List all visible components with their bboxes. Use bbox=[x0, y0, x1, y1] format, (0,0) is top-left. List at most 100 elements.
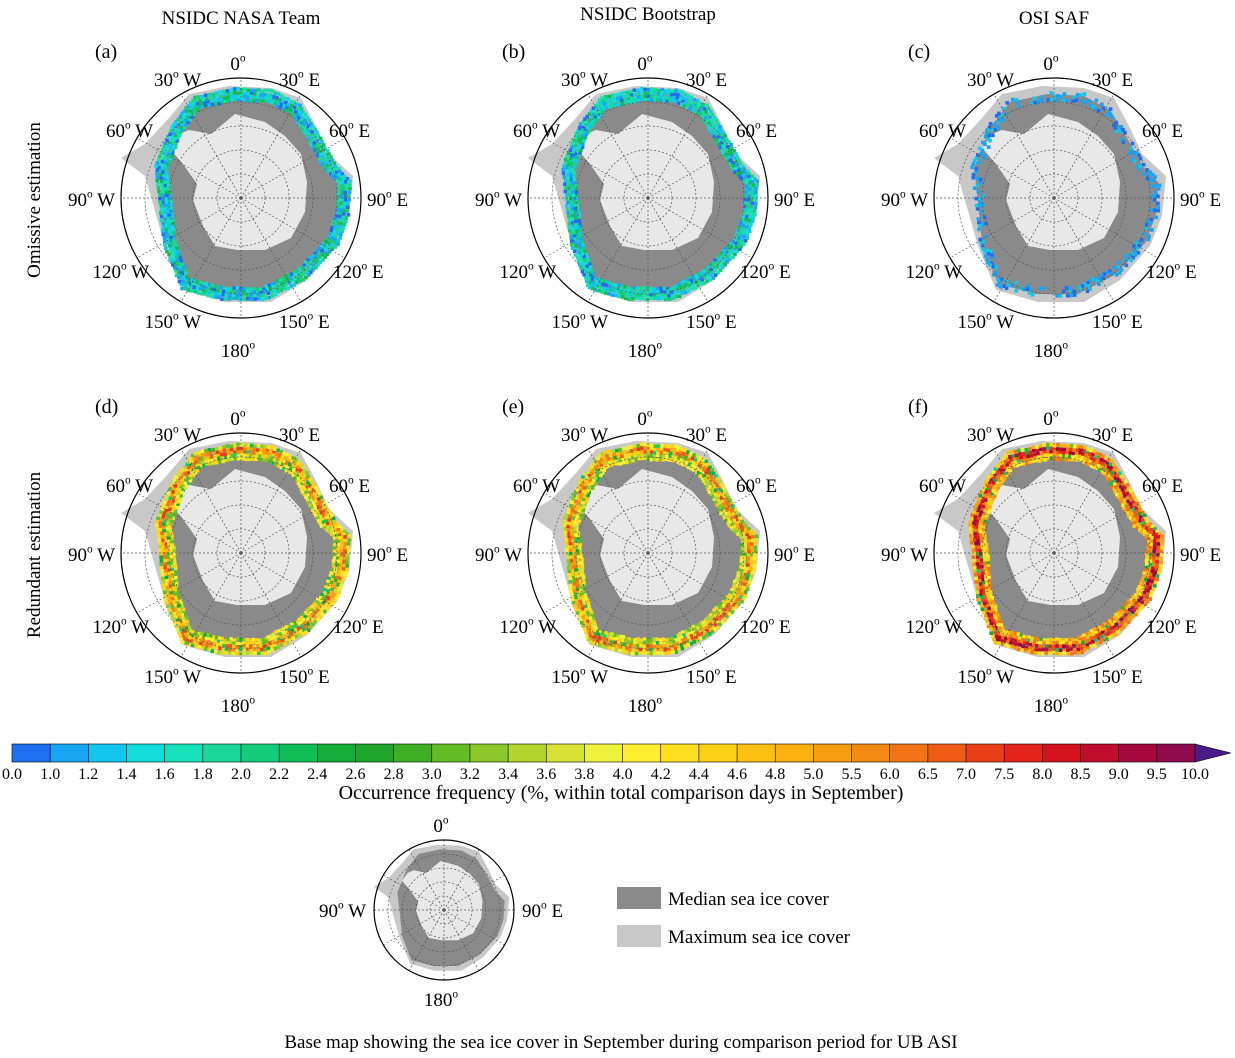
frequency-cell bbox=[701, 109, 705, 113]
frequency-cell bbox=[339, 549, 344, 554]
frequency-cell bbox=[1058, 453, 1063, 458]
frequency-cell bbox=[182, 277, 187, 282]
frequency-cell bbox=[162, 548, 166, 552]
frequency-cell bbox=[1023, 457, 1028, 462]
colorbar-segment bbox=[1156, 743, 1196, 763]
frequency-cell bbox=[1140, 530, 1144, 534]
frequency-cell bbox=[286, 97, 290, 101]
frequency-cell bbox=[289, 272, 294, 276]
frequency-cell bbox=[706, 487, 710, 492]
frequency-cell bbox=[576, 511, 580, 516]
frequency-cell bbox=[698, 625, 703, 629]
frequency-cell bbox=[167, 226, 172, 230]
frequency-cell bbox=[340, 570, 345, 574]
frequency-cell bbox=[300, 481, 305, 486]
colorbar-tick-label: 8.0 bbox=[1032, 766, 1052, 783]
frequency-cell bbox=[201, 288, 206, 293]
frequency-cell bbox=[1147, 539, 1151, 544]
frequency-cell bbox=[679, 289, 684, 294]
frequency-cell bbox=[1117, 260, 1121, 265]
frequency-cell bbox=[569, 200, 573, 204]
frequency-cell bbox=[692, 461, 696, 465]
frequency-cell bbox=[1086, 646, 1090, 650]
frequency-cell bbox=[342, 560, 346, 564]
frequency-cell bbox=[678, 97, 682, 102]
frequency-cell bbox=[318, 521, 323, 526]
frequency-cell bbox=[1074, 454, 1078, 458]
frequency-cell bbox=[978, 529, 983, 534]
frequency-cell bbox=[159, 151, 164, 155]
frequency-cell bbox=[569, 217, 574, 221]
colorbar-segment bbox=[11, 743, 51, 763]
frequency-cell bbox=[577, 218, 581, 223]
meridian-line bbox=[647, 552, 709, 658]
frequency-cell bbox=[746, 542, 751, 547]
frequency-cell bbox=[187, 626, 192, 630]
frequency-cell bbox=[1126, 599, 1131, 604]
frequency-cell bbox=[283, 464, 288, 468]
frequency-cell bbox=[576, 209, 581, 213]
frequency-cell bbox=[213, 639, 217, 643]
frequency-cell bbox=[566, 555, 570, 559]
frequency-cell bbox=[971, 162, 976, 166]
frequency-cell bbox=[568, 587, 573, 591]
frequency-cell bbox=[745, 172, 749, 177]
frequency-cell bbox=[649, 286, 653, 291]
frequency-cell bbox=[1014, 289, 1019, 293]
frequency-cell bbox=[330, 602, 334, 606]
frequency-cell bbox=[160, 531, 164, 535]
colorbar-tick-label: 4.0 bbox=[613, 766, 633, 783]
frequency-cell bbox=[605, 453, 609, 458]
frequency-cell bbox=[722, 502, 727, 506]
frequency-cell bbox=[635, 640, 640, 645]
frequency-cell bbox=[987, 496, 991, 501]
frequency-cell bbox=[1080, 284, 1085, 288]
frequency-cell bbox=[652, 287, 656, 291]
frequency-cell bbox=[987, 618, 992, 623]
frequency-cell bbox=[695, 283, 700, 288]
frequency-cell bbox=[1004, 286, 1009, 291]
frequency-cell bbox=[1141, 583, 1146, 588]
frequency-cell bbox=[339, 573, 344, 578]
frequency-cell bbox=[261, 99, 266, 103]
frequency-cell bbox=[1008, 640, 1013, 645]
meridian-line bbox=[949, 197, 1055, 259]
frequency-cell bbox=[608, 635, 613, 640]
colorbar-segment bbox=[889, 743, 929, 763]
frequency-cell bbox=[340, 172, 345, 176]
frequency-cell bbox=[1143, 602, 1148, 607]
frequency-cell bbox=[637, 453, 641, 458]
frequency-cell bbox=[161, 541, 165, 546]
frequency-cell bbox=[262, 92, 267, 97]
frequency-cell bbox=[639, 442, 644, 446]
frequency-cell bbox=[980, 545, 985, 550]
frequency-cell bbox=[180, 117, 184, 121]
frequency-cell bbox=[991, 610, 996, 615]
frequency-cell bbox=[1088, 642, 1092, 646]
frequency-cell bbox=[656, 98, 660, 102]
frequency-cell bbox=[226, 95, 231, 100]
frequency-cell bbox=[311, 501, 316, 505]
frequency-cell bbox=[747, 552, 751, 557]
frequency-cell bbox=[640, 97, 645, 101]
frequency-cell bbox=[617, 648, 622, 653]
frequency-cell bbox=[1117, 477, 1121, 482]
frequency-cell bbox=[569, 528, 574, 533]
frequency-cell bbox=[308, 503, 312, 508]
frequency-cell bbox=[743, 239, 748, 243]
frequency-cell bbox=[1082, 92, 1087, 96]
frequency-cell bbox=[981, 590, 986, 595]
frequency-cell bbox=[978, 526, 982, 530]
colorbar-tick-label: 9.5 bbox=[1147, 766, 1167, 783]
frequency-cell bbox=[732, 585, 736, 590]
frequency-cell bbox=[1033, 100, 1038, 105]
frequency-cell bbox=[250, 443, 254, 448]
meridian-line bbox=[993, 93, 1055, 199]
frequency-cell bbox=[569, 203, 573, 208]
frequency-cell bbox=[1094, 461, 1098, 466]
frequency-cell bbox=[739, 240, 743, 245]
label-30-w: 30o W bbox=[561, 68, 608, 91]
frequency-cell bbox=[301, 272, 306, 277]
frequency-cell bbox=[682, 452, 686, 456]
